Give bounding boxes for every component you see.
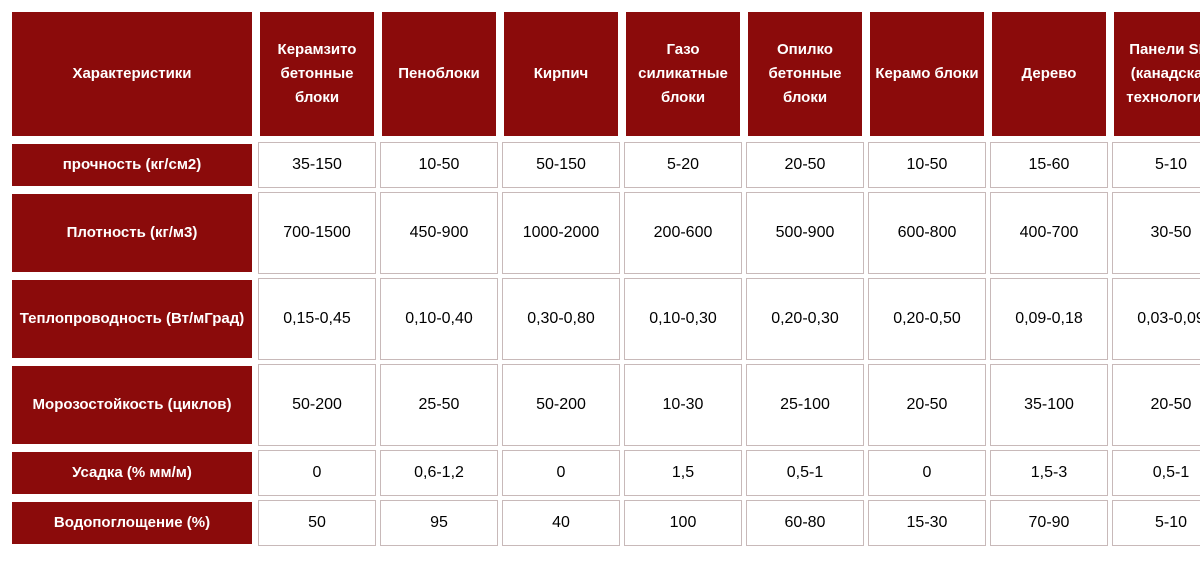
row-header: Водопоглощение (%) bbox=[10, 500, 254, 546]
table-cell: 35-100 bbox=[990, 364, 1108, 446]
table-cell: 50 bbox=[258, 500, 376, 546]
table-cell: 0,20-0,30 bbox=[746, 278, 864, 360]
table-cell: 600-800 bbox=[868, 192, 986, 274]
table-row: Усадка (% мм/м)00,6-1,201,50,5-101,5-30,… bbox=[10, 450, 1200, 496]
table-cell: 0,5-1 bbox=[746, 450, 864, 496]
table-cell: 20-50 bbox=[746, 142, 864, 188]
comparison-table: Характеристики Керамзито бетонные блоки … bbox=[6, 6, 1200, 550]
row-header: Плотность (кг/м3) bbox=[10, 192, 254, 274]
table-row: Теплопроводность (Вт/мГрад)0,15-0,450,10… bbox=[10, 278, 1200, 360]
table-cell: 0,5-1 bbox=[1112, 450, 1200, 496]
table-cell: 50-200 bbox=[502, 364, 620, 446]
table-cell: 1,5 bbox=[624, 450, 742, 496]
table-cell: 0,6-1,2 bbox=[380, 450, 498, 496]
col-header-0: Характеристики bbox=[10, 10, 254, 138]
table-row: Морозостойкость (циклов)50-20025-5050-20… bbox=[10, 364, 1200, 446]
col-header-6: Керамо блоки bbox=[868, 10, 986, 138]
table-cell: 0,09-0,18 bbox=[990, 278, 1108, 360]
table-cell: 1,5-3 bbox=[990, 450, 1108, 496]
table-cell: 0,10-0,30 bbox=[624, 278, 742, 360]
col-header-3: Кирпич bbox=[502, 10, 620, 138]
table-cell: 50-150 bbox=[502, 142, 620, 188]
table-cell: 0,03-0,09 bbox=[1112, 278, 1200, 360]
table-cell: 450-900 bbox=[380, 192, 498, 274]
col-header-8: Панели SIP (канадская технология) bbox=[1112, 10, 1200, 138]
table-cell: 0,15-0,45 bbox=[258, 278, 376, 360]
table-cell: 200-600 bbox=[624, 192, 742, 274]
col-header-5: Опилко бетонные блоки bbox=[746, 10, 864, 138]
table-cell: 5-10 bbox=[1112, 500, 1200, 546]
col-header-7: Дерево bbox=[990, 10, 1108, 138]
row-header: Теплопроводность (Вт/мГрад) bbox=[10, 278, 254, 360]
table-cell: 40 bbox=[502, 500, 620, 546]
table-cell: 15-60 bbox=[990, 142, 1108, 188]
table-cell: 5-20 bbox=[624, 142, 742, 188]
table-cell: 0,30-0,80 bbox=[502, 278, 620, 360]
row-header: прочность (кг/см2) bbox=[10, 142, 254, 188]
table-cell: 1000-2000 bbox=[502, 192, 620, 274]
table-cell: 10-50 bbox=[380, 142, 498, 188]
table-cell: 20-50 bbox=[1112, 364, 1200, 446]
row-header: Морозостойкость (циклов) bbox=[10, 364, 254, 446]
table-cell: 50-200 bbox=[258, 364, 376, 446]
table-cell: 25-100 bbox=[746, 364, 864, 446]
table-cell: 0 bbox=[502, 450, 620, 496]
table-cell: 10-50 bbox=[868, 142, 986, 188]
table-cell: 0,20-0,50 bbox=[868, 278, 986, 360]
table-cell: 30-50 bbox=[1112, 192, 1200, 274]
table-cell: 0 bbox=[868, 450, 986, 496]
table-cell: 500-900 bbox=[746, 192, 864, 274]
col-header-1: Керамзито бетонные блоки bbox=[258, 10, 376, 138]
table-row: Водопоглощение (%)50954010060-8015-3070-… bbox=[10, 500, 1200, 546]
table-cell: 70-90 bbox=[990, 500, 1108, 546]
table-row: прочность (кг/см2)35-15010-5050-1505-202… bbox=[10, 142, 1200, 188]
table-row: Плотность (кг/м3)700-1500450-9001000-200… bbox=[10, 192, 1200, 274]
table-body: прочность (кг/см2)35-15010-5050-1505-202… bbox=[10, 142, 1200, 546]
table-cell: 700-1500 bbox=[258, 192, 376, 274]
table-cell: 0 bbox=[258, 450, 376, 496]
table-cell: 15-30 bbox=[868, 500, 986, 546]
table-cell: 100 bbox=[624, 500, 742, 546]
row-header: Усадка (% мм/м) bbox=[10, 450, 254, 496]
table-cell: 25-50 bbox=[380, 364, 498, 446]
col-header-4: Газо силикатные блоки bbox=[624, 10, 742, 138]
table-cell: 95 bbox=[380, 500, 498, 546]
table-cell: 400-700 bbox=[990, 192, 1108, 274]
table-header-row: Характеристики Керамзито бетонные блоки … bbox=[10, 10, 1200, 138]
table-cell: 10-30 bbox=[624, 364, 742, 446]
col-header-2: Пеноблоки bbox=[380, 10, 498, 138]
table-cell: 60-80 bbox=[746, 500, 864, 546]
table-cell: 20-50 bbox=[868, 364, 986, 446]
table-cell: 0,10-0,40 bbox=[380, 278, 498, 360]
table-cell: 5-10 bbox=[1112, 142, 1200, 188]
table-cell: 35-150 bbox=[258, 142, 376, 188]
